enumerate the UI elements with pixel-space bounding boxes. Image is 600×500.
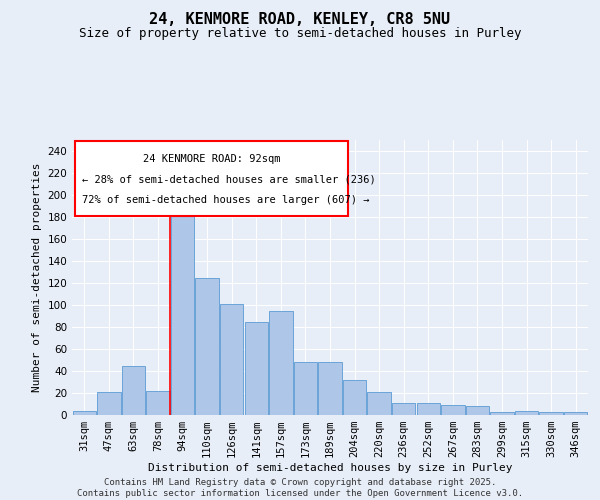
Bar xyxy=(122,366,145,415)
Bar xyxy=(319,362,341,415)
Bar xyxy=(269,310,293,415)
Bar xyxy=(196,278,219,415)
Bar xyxy=(245,322,268,415)
Bar xyxy=(73,410,96,415)
Text: 24 KENMORE ROAD: 92sqm: 24 KENMORE ROAD: 92sqm xyxy=(143,154,280,164)
Bar xyxy=(490,412,514,415)
Bar xyxy=(97,392,121,415)
Bar xyxy=(392,403,415,415)
Bar xyxy=(466,406,489,415)
Bar xyxy=(441,405,464,415)
Y-axis label: Number of semi-detached properties: Number of semi-detached properties xyxy=(32,163,42,392)
Bar xyxy=(515,410,538,415)
Bar xyxy=(539,412,563,415)
Bar xyxy=(171,212,194,415)
Bar xyxy=(367,392,391,415)
Bar xyxy=(416,403,440,415)
Bar xyxy=(220,304,244,415)
X-axis label: Distribution of semi-detached houses by size in Purley: Distribution of semi-detached houses by … xyxy=(148,463,512,473)
Text: ← 28% of semi-detached houses are smaller (236): ← 28% of semi-detached houses are smalle… xyxy=(82,174,376,184)
Bar xyxy=(564,412,587,415)
Bar xyxy=(146,391,170,415)
Text: Size of property relative to semi-detached houses in Purley: Size of property relative to semi-detach… xyxy=(79,28,521,40)
Text: 24, KENMORE ROAD, KENLEY, CR8 5NU: 24, KENMORE ROAD, KENLEY, CR8 5NU xyxy=(149,12,451,28)
Bar xyxy=(294,362,317,415)
FancyBboxPatch shape xyxy=(74,142,348,216)
Text: 72% of semi-detached houses are larger (607) →: 72% of semi-detached houses are larger (… xyxy=(82,194,370,204)
Bar xyxy=(343,380,366,415)
Text: Contains HM Land Registry data © Crown copyright and database right 2025.
Contai: Contains HM Land Registry data © Crown c… xyxy=(77,478,523,498)
